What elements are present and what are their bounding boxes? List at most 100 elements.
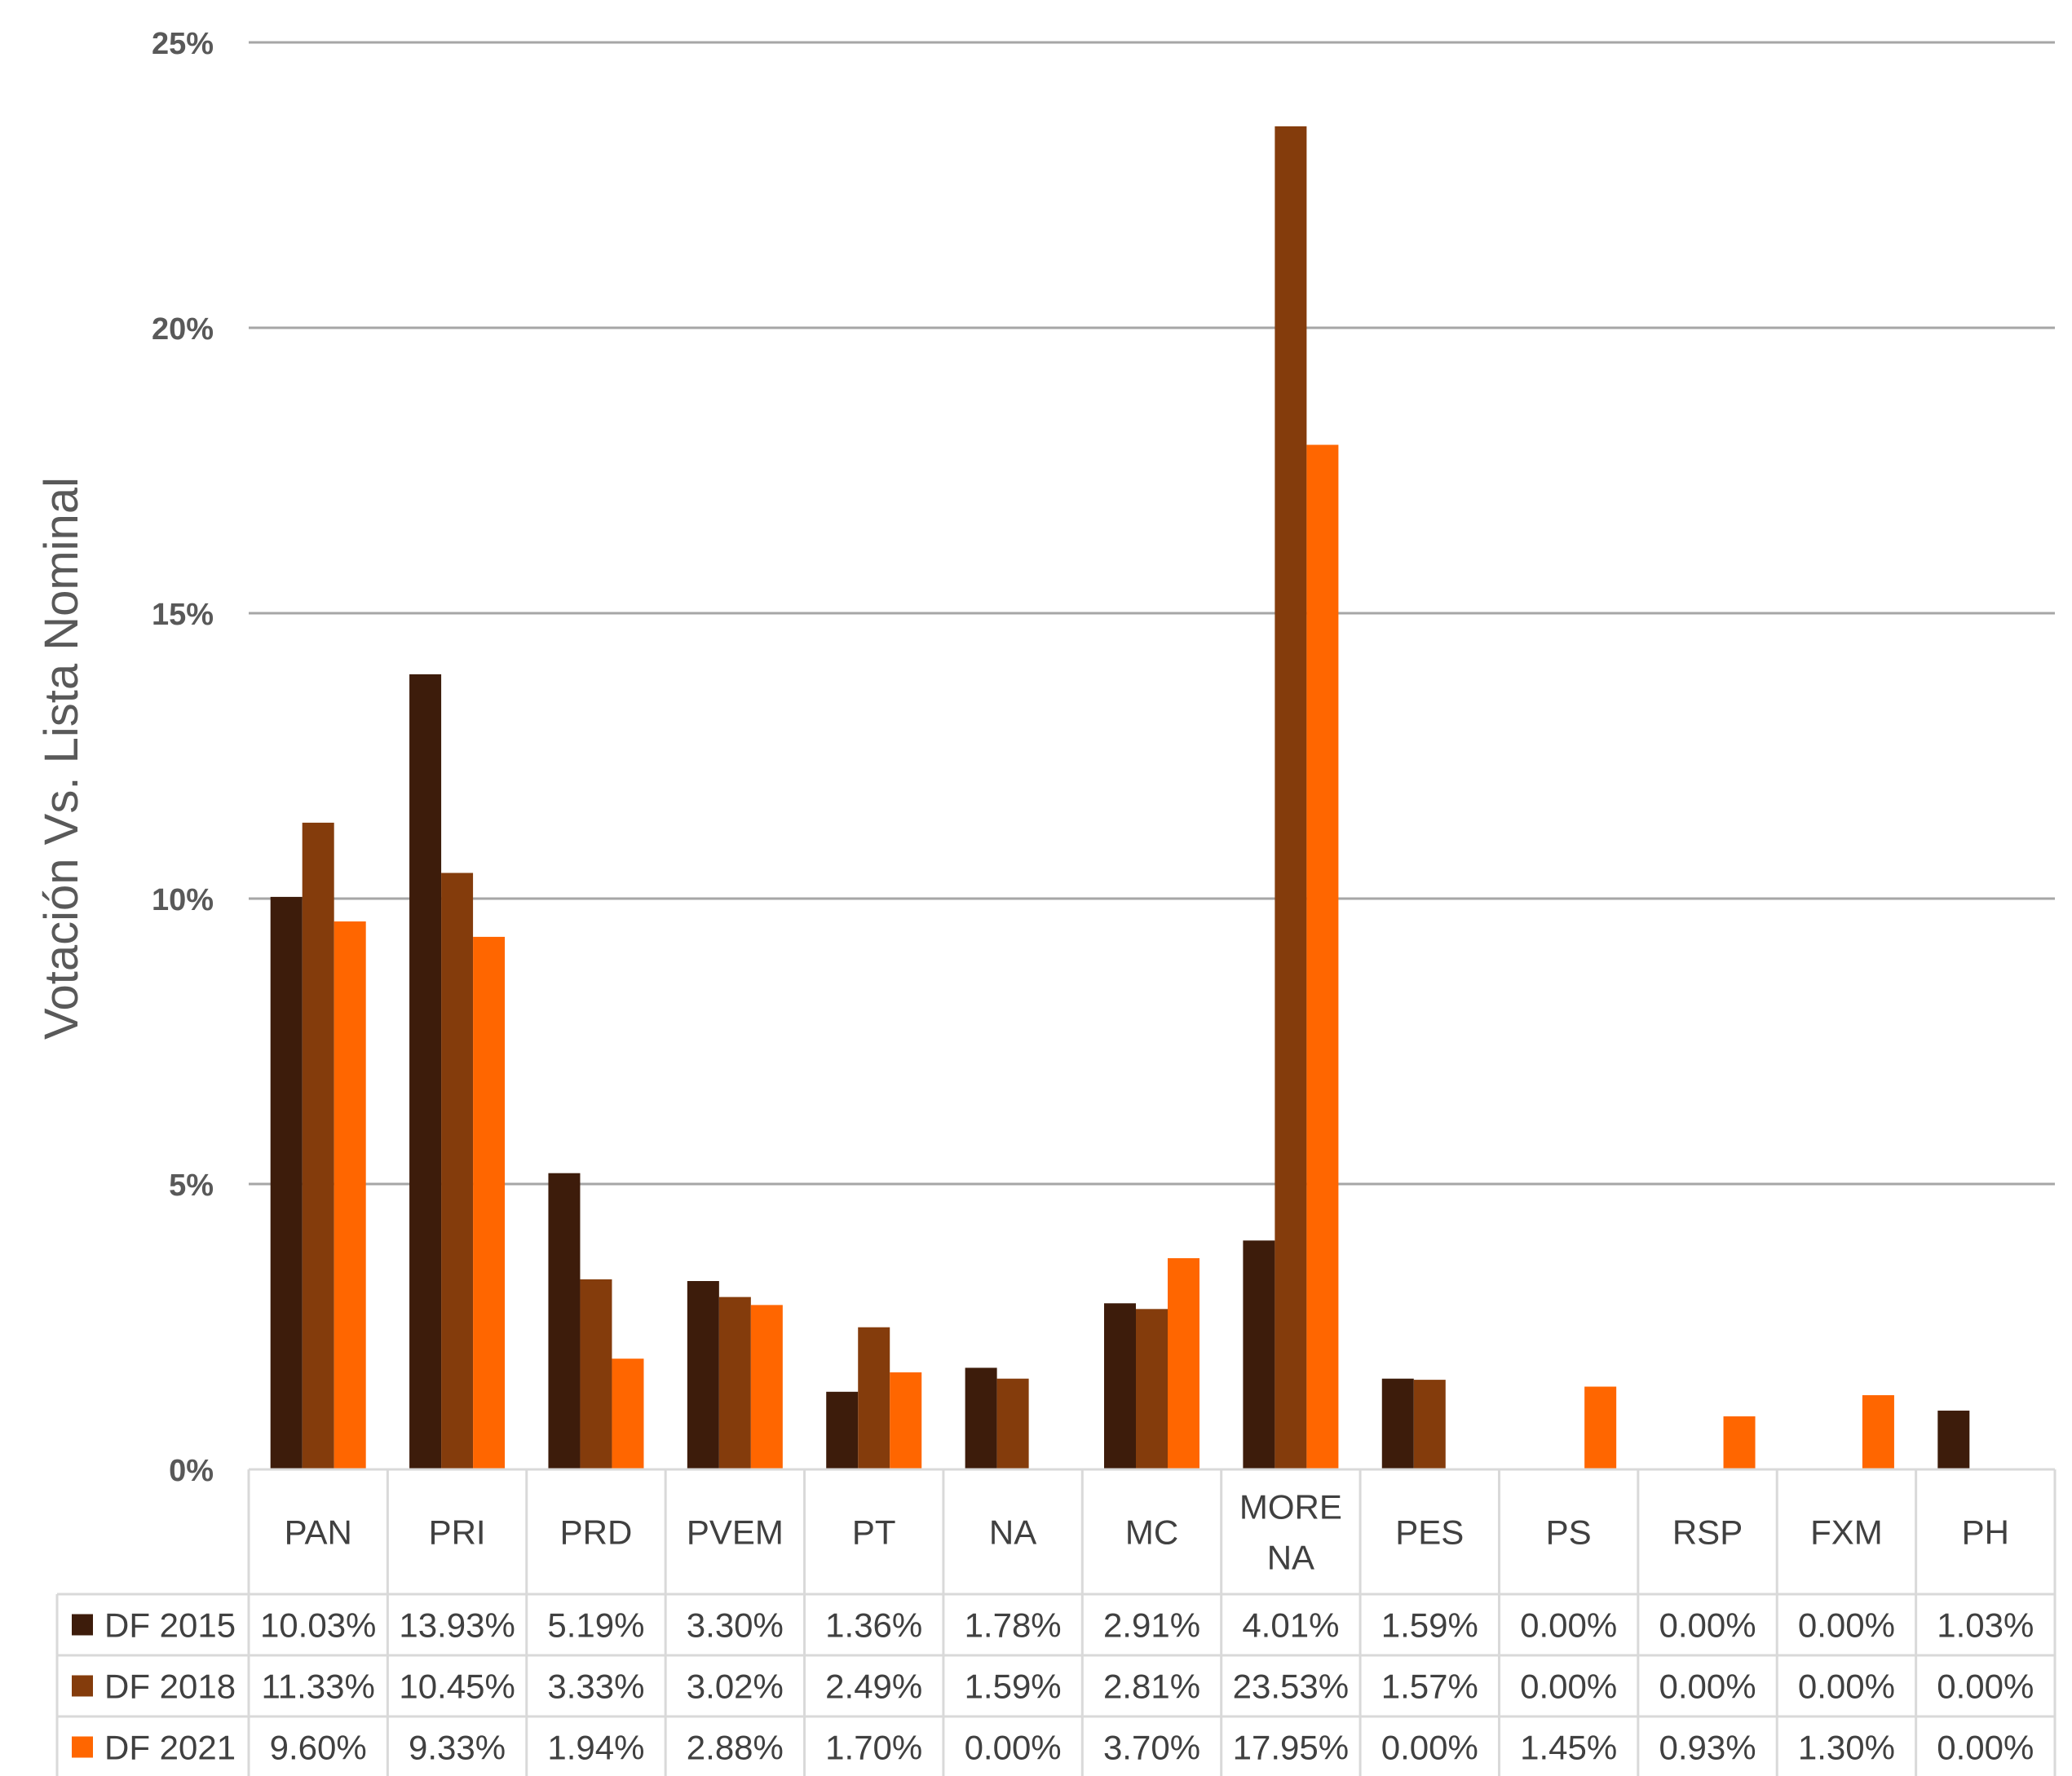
category-label: NA: [1267, 1539, 1314, 1577]
bar: [441, 873, 474, 1469]
bar: [858, 1327, 890, 1469]
data-label: 0.00%: [1520, 1668, 1617, 1706]
bar: [826, 1391, 859, 1469]
series-name: DF 2018: [104, 1668, 236, 1706]
bar: [1306, 444, 1339, 1469]
data-label: 10.45%: [399, 1668, 515, 1706]
category-label: PRI: [429, 1513, 486, 1552]
data-label: 0.00%: [1798, 1668, 1895, 1706]
legend-swatch: [72, 1614, 93, 1636]
bar: [1104, 1303, 1136, 1469]
bar: [1413, 1380, 1446, 1469]
data-label: 3.30%: [687, 1606, 784, 1645]
data-label: 13.93%: [399, 1606, 515, 1645]
bar: [1723, 1416, 1756, 1469]
data-label: 0.00%: [1520, 1606, 1617, 1645]
data-label: 3.70%: [1103, 1729, 1200, 1767]
bar: [270, 896, 303, 1469]
category-label: RSP: [1672, 1513, 1743, 1552]
bar: [1168, 1258, 1199, 1469]
y-tick-label: 25%: [152, 27, 214, 61]
data-table: PAN PRI PRD PVEM PT NA MC MORE NA PES PS RSP FXM PH DF…: [55, 1468, 2057, 1776]
data-label: 1.03%: [1937, 1606, 2034, 1645]
data-label: 11.33%: [262, 1668, 375, 1706]
bar: [334, 921, 366, 1469]
bar: [612, 1359, 644, 1469]
data-label: 17.95%: [1233, 1729, 1349, 1767]
bar: [687, 1281, 719, 1469]
category-label: FXM: [1810, 1513, 1883, 1552]
bar: [580, 1279, 612, 1469]
bar: [1584, 1386, 1617, 1469]
data-label: 2.81%: [1103, 1668, 1200, 1706]
data-label: 23.53%: [1233, 1668, 1349, 1706]
bar: [890, 1372, 922, 1469]
y-axis-ticks: 0% 5% 10% 15% 20% 25%: [152, 27, 214, 1488]
data-label: 1.57%: [1381, 1668, 1478, 1706]
category-label: PS: [1546, 1513, 1592, 1552]
category-label: PT: [852, 1513, 896, 1552]
data-label: 0.00%: [1798, 1606, 1895, 1645]
data-label: 2.88%: [687, 1729, 784, 1767]
category-label: PH: [1962, 1513, 2009, 1552]
data-label: 0.00%: [1937, 1668, 2034, 1706]
y-tick-label: 15%: [152, 598, 214, 632]
data-label: 1.36%: [825, 1606, 922, 1645]
data-label: 1.70%: [825, 1729, 922, 1767]
category-label: MORE: [1239, 1488, 1342, 1526]
bar: [1136, 1309, 1168, 1469]
bar: [409, 674, 442, 1469]
bar: [965, 1367, 997, 1469]
y-tick-label: 10%: [152, 883, 214, 917]
bar: [302, 822, 334, 1469]
bar: [718, 1297, 751, 1469]
data-label: 0.00%: [965, 1729, 1062, 1767]
category-label: PRD: [560, 1513, 633, 1552]
gridlines: [249, 41, 2055, 1186]
category-label: PAN: [285, 1513, 352, 1552]
bar: [996, 1378, 1029, 1469]
data-label: 10.03%: [260, 1606, 376, 1645]
bar: [1243, 1240, 1275, 1469]
bar: [1862, 1395, 1894, 1469]
y-tick-label: 20%: [152, 312, 214, 347]
data-label: 5.19%: [547, 1606, 644, 1645]
data-label: 9.33%: [409, 1729, 506, 1767]
data-label: 3.33%: [547, 1668, 644, 1706]
data-label: 2.91%: [1103, 1606, 1200, 1645]
y-axis-label: Votación Vs. Lista Nominal: [35, 477, 88, 1040]
bar: [1381, 1378, 1414, 1469]
y-tick-label: 0%: [169, 1454, 214, 1488]
data-label: 0.00%: [1381, 1729, 1478, 1767]
category-label: MC: [1125, 1513, 1178, 1552]
bar: [1275, 126, 1307, 1469]
bar: [548, 1173, 581, 1469]
category-label: PES: [1395, 1513, 1464, 1552]
data-label: 4.01%: [1242, 1606, 1339, 1645]
data-label: 1.30%: [1798, 1729, 1895, 1767]
data-label: 1.59%: [965, 1668, 1062, 1706]
data-label: 1.45%: [1520, 1729, 1617, 1767]
bar: [750, 1305, 783, 1469]
category-label: NA: [989, 1513, 1036, 1552]
data-label: 1.94%: [547, 1729, 644, 1767]
category-label: PVEM: [687, 1513, 784, 1552]
data-label: 1.78%: [965, 1606, 1062, 1645]
data-label: 0.00%: [1937, 1729, 2034, 1767]
data-label: 0.93%: [1659, 1729, 1756, 1767]
data-label: 2.49%: [825, 1668, 922, 1706]
bar: [473, 936, 506, 1469]
data-label: 0.00%: [1659, 1668, 1756, 1706]
bars: [270, 126, 1970, 1469]
data-label: 9.60%: [270, 1729, 367, 1767]
y-tick-label: 5%: [169, 1169, 214, 1203]
series-name: DF 2015: [104, 1606, 236, 1645]
bar: [1937, 1410, 1970, 1469]
legend-swatch: [72, 1675, 93, 1697]
data-label: 0.00%: [1659, 1606, 1756, 1645]
series-name: DF 2021: [104, 1729, 236, 1767]
data-label: 3.02%: [687, 1668, 784, 1706]
data-label: 1.59%: [1381, 1606, 1478, 1645]
legend-swatch: [72, 1736, 93, 1758]
